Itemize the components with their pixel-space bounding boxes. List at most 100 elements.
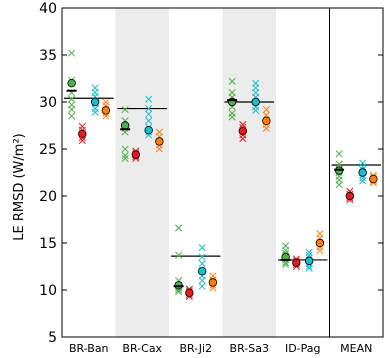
median-circle	[90, 97, 100, 107]
cross-point	[78, 136, 86, 145]
cross-stroke	[198, 282, 206, 290]
cross-point	[282, 246, 290, 255]
cross-stroke	[68, 95, 76, 103]
median-circle	[78, 129, 87, 139]
cross-stroke	[68, 49, 76, 57]
x-tick-label: ID-Pag	[285, 342, 321, 355]
median-circle	[131, 150, 141, 159]
cross-point	[209, 272, 217, 280]
cross-stroke	[145, 117, 153, 125]
cross-point	[305, 264, 313, 272]
cross-point	[359, 177, 367, 185]
median-circle	[155, 137, 164, 146]
cross-stroke	[228, 77, 236, 85]
cross-stroke	[316, 246, 324, 255]
y-tick-label: 15	[39, 236, 57, 252]
cross-point	[155, 145, 163, 153]
cross-stroke	[335, 181, 343, 189]
cross-stroke	[78, 136, 86, 145]
cross-point	[228, 77, 236, 85]
cross-stroke	[282, 246, 290, 255]
cross-point	[198, 244, 206, 252]
median-circle	[315, 238, 325, 248]
cross-stroke	[121, 154, 129, 162]
cross-stroke	[262, 124, 270, 132]
median-circle	[304, 256, 314, 266]
cross-stroke	[121, 105, 129, 114]
y-tick-label: 30	[39, 95, 57, 111]
cross-point	[335, 181, 343, 189]
x-tick-label: MEAN	[340, 342, 372, 355]
cross-point	[121, 105, 129, 114]
median-circle	[197, 267, 207, 276]
cross-point	[175, 224, 183, 232]
cross-stroke	[175, 251, 183, 259]
cross-point	[145, 95, 153, 103]
cross-point	[121, 152, 129, 160]
cross-point	[68, 95, 76, 103]
median-circle	[292, 258, 301, 267]
y-tick-label: 10	[39, 283, 57, 299]
cross-point	[91, 89, 99, 97]
median-circle	[238, 126, 248, 136]
cross-stroke	[239, 121, 247, 129]
y-axis-title: LE RMSD (W/m²)	[12, 133, 27, 241]
x-tick-label: BR-Cax	[122, 342, 162, 355]
cross-point	[145, 117, 153, 125]
x-tick-label: BR-Ban	[69, 342, 109, 355]
cross-point	[239, 121, 247, 129]
data-marks	[66, 49, 378, 301]
cross-stroke	[175, 224, 183, 232]
shaded-band-br-sa3	[222, 8, 276, 337]
y-tick-label: 25	[39, 142, 57, 158]
shaded-bands	[115, 8, 276, 337]
cross-point	[262, 105, 270, 114]
y-tick-label: 40	[39, 1, 57, 17]
cross-stroke	[305, 248, 313, 256]
cross-point	[91, 108, 99, 116]
cross-point	[198, 277, 206, 285]
cross-point	[68, 112, 76, 120]
cross-stroke	[68, 105, 76, 114]
median-circle	[67, 78, 76, 88]
cross-point	[145, 105, 153, 113]
cross-point	[262, 124, 270, 132]
cross-stroke	[91, 108, 99, 116]
cross-point	[282, 261, 290, 269]
y-tick-label: 20	[39, 189, 57, 205]
median-circle	[369, 174, 378, 184]
median-circle	[345, 191, 355, 201]
median-circle	[251, 97, 260, 107]
cross-stroke	[198, 253, 206, 261]
median-circle	[144, 125, 153, 135]
x-tick-label: BR-Sa3	[230, 342, 269, 355]
median-circle	[185, 288, 194, 298]
cross-point	[228, 113, 236, 121]
cross-point	[198, 260, 206, 268]
cross-point	[239, 135, 247, 143]
cross-point	[68, 49, 76, 57]
cross-point	[198, 253, 206, 261]
shaded-band-br-cax	[115, 8, 169, 337]
cross-stroke	[252, 106, 260, 115]
cross-stroke	[198, 277, 206, 285]
cross-stroke	[198, 260, 206, 268]
cross-stroke	[335, 150, 343, 158]
cross-stroke	[145, 105, 153, 113]
y-tick-label: 5	[48, 330, 57, 346]
cross-point	[175, 251, 183, 259]
cross-point	[316, 246, 324, 255]
cross-point	[102, 98, 110, 106]
cross-stroke	[359, 177, 367, 185]
cross-stroke	[155, 145, 163, 153]
median-circle	[208, 278, 218, 287]
cross-point	[78, 122, 86, 130]
cross-point	[91, 105, 99, 113]
median-circle	[358, 168, 367, 177]
x-tick-label: BR-Ji2	[179, 342, 212, 355]
median-circle	[101, 106, 111, 115]
cross-point	[121, 154, 129, 162]
cross-stroke	[145, 95, 153, 103]
